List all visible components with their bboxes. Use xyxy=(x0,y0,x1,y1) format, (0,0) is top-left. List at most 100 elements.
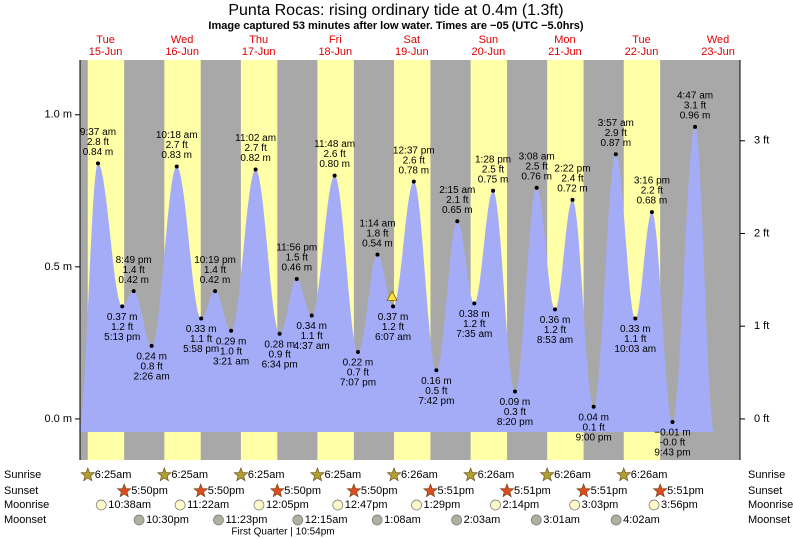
current-marker xyxy=(386,290,398,301)
moonrise-icon xyxy=(95,499,107,511)
tide-label: 0.76 m xyxy=(521,171,552,182)
tide-point xyxy=(253,167,258,172)
tide-label: 3.1 ft xyxy=(684,101,706,112)
moonrise-time: 3:03pm xyxy=(582,499,619,511)
day-label: Mon xyxy=(554,34,575,46)
day-label: Fri xyxy=(329,34,342,46)
moonset-time: 4:02am xyxy=(623,514,660,526)
row-label: Moonset xyxy=(748,514,790,526)
moonrise-icon xyxy=(569,499,581,511)
tide-label: 3:57 am xyxy=(598,118,634,129)
tide-point xyxy=(294,277,299,282)
tide-label: 0.33 m xyxy=(186,324,217,335)
tide-label: 1.2 ft xyxy=(111,322,133,333)
date-label: 17-Jun xyxy=(242,46,276,58)
tide-label: 0.8 ft xyxy=(140,362,162,373)
sunrise-icon xyxy=(233,467,249,482)
tide-label: 0.22 m xyxy=(343,358,374,369)
tide-point xyxy=(309,313,314,318)
tide-label: 1.1 ft xyxy=(624,334,646,345)
tide-label: 0.37 m xyxy=(107,312,138,323)
tide-point xyxy=(213,289,218,294)
tide-label: 2:22 pm xyxy=(554,164,590,175)
moonset-time: 11:23pm xyxy=(225,514,267,526)
tide-point xyxy=(472,301,477,306)
sunrise-icon xyxy=(156,467,172,482)
tide-point xyxy=(391,304,396,309)
sunrise-icon xyxy=(539,467,555,482)
tide-point xyxy=(455,219,460,224)
tide-label: 0.42 m xyxy=(118,275,149,286)
moonrise-time: 3:56pm xyxy=(661,499,698,511)
moonrise-time: 12:47pm xyxy=(345,499,388,511)
moonrise-time: 12:05pm xyxy=(266,499,309,511)
tide-point xyxy=(375,252,380,257)
tide-label: 0.37 m xyxy=(378,312,409,323)
row-label: Sunset xyxy=(748,485,782,497)
tide-label: 0.5 ft xyxy=(425,386,447,397)
sunrise-icon xyxy=(309,467,325,482)
tide-label: 2.2 ft xyxy=(641,186,663,197)
sunset-icon xyxy=(652,483,668,498)
tide-label: 0.33 m xyxy=(620,324,651,335)
tide-label: 8:49 pm xyxy=(116,255,152,266)
tide-label: 7:35 am xyxy=(456,329,492,340)
tide-label: 4:47 am xyxy=(677,91,713,102)
sunset-time: 5:50pm xyxy=(361,485,398,497)
tide-label: 0.72 m xyxy=(557,184,588,195)
tide-label: 10:03 am xyxy=(614,344,656,355)
moonset-icon xyxy=(133,514,145,526)
tide-point xyxy=(670,419,675,424)
tide-label: 0.54 m xyxy=(362,238,393,249)
sunset-icon xyxy=(193,483,209,498)
tide-label: 0.46 m xyxy=(281,263,312,274)
moonset-icon xyxy=(292,514,304,526)
tide-label: 11:56 pm xyxy=(276,243,317,254)
sunset-icon xyxy=(269,483,285,498)
tide-label: 11:02 am xyxy=(235,133,276,144)
sunset-time: 5:51pm xyxy=(591,485,628,497)
row-label: Sunset xyxy=(4,485,38,497)
moonrise-icon xyxy=(648,499,660,511)
y2-tick-label: 1 ft xyxy=(754,320,769,332)
tide-label: 0.29 m xyxy=(216,336,247,347)
tide-point xyxy=(174,164,179,169)
tide-label: 1.8 ft xyxy=(366,228,388,239)
date-label: 23-Jun xyxy=(701,46,735,58)
tide-label: 12:37 pm xyxy=(393,145,435,156)
tide-label: 8:53 am xyxy=(537,335,573,346)
sunrise-time: 6:25am xyxy=(95,469,132,481)
chart-title: Punta Rocas: rising ordinary tide at 0.4… xyxy=(228,2,563,19)
tide-label: 0.9 ft xyxy=(269,349,291,360)
sunrise-time: 6:26am xyxy=(631,469,668,481)
moonrise-icon xyxy=(490,499,501,511)
tide-label: 2.8 ft xyxy=(87,137,109,148)
row-label: Sunrise xyxy=(4,469,41,481)
moonrise-time: 10:38am xyxy=(108,499,151,511)
y2-tick-label: 2 ft xyxy=(754,227,769,239)
tide-point xyxy=(149,343,154,348)
tide-label: 2.7 ft xyxy=(166,140,188,151)
tide-curve xyxy=(78,126,715,433)
tide-label: 4:37 am xyxy=(294,341,330,352)
tide-point xyxy=(120,304,125,309)
tide-label: 2.5 ft xyxy=(482,164,504,175)
tide-point xyxy=(534,185,539,190)
moonrise-time: 11:22am xyxy=(187,499,229,511)
y-tick-label: 1.0 m xyxy=(44,109,72,121)
tide-label: 3:21 am xyxy=(213,356,249,367)
tide-label: 1:28 pm xyxy=(475,154,511,165)
sunset-time: 5:51pm xyxy=(437,485,474,497)
date-label: 22-Jun xyxy=(625,46,659,58)
tide-label: 0.04 m xyxy=(578,412,609,423)
tide-label: 6:07 am xyxy=(375,332,411,343)
tide-label: 7:07 pm xyxy=(340,378,376,389)
y-tick-label: 0.0 m xyxy=(44,413,72,425)
tide-point xyxy=(512,389,517,394)
tide-label: 8:20 pm xyxy=(497,417,533,428)
moonset-icon xyxy=(213,514,224,526)
tide-point xyxy=(552,307,557,312)
tide-label: 0.82 m xyxy=(240,153,271,164)
moonrise-time: 2:14pm xyxy=(503,499,540,511)
